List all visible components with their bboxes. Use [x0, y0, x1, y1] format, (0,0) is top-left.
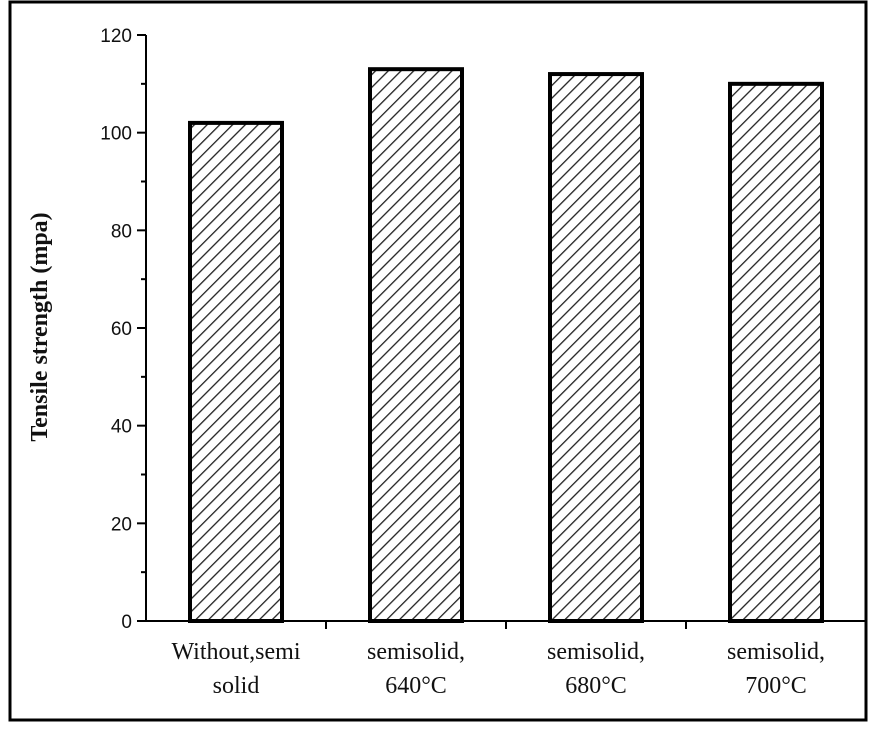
y-tick-label: 80 — [111, 221, 132, 242]
y-axis-title: Tensile strength (mpa) — [27, 212, 53, 441]
bar — [728, 81, 824, 624]
y-axis: 0 20 40 60 80 100 120 — [100, 26, 147, 633]
x-category-label: Without,semi solid — [171, 639, 300, 699]
y-tick-label: 0 — [121, 612, 132, 633]
x-category-label: semisolid, 640°C — [367, 639, 465, 699]
bar — [188, 120, 284, 624]
x-category-label: semisolid, 700°C — [727, 639, 825, 699]
bars-group — [188, 67, 824, 624]
y-tick-label: 20 — [111, 514, 132, 535]
y-tick-label: 100 — [100, 124, 132, 145]
plot-frame — [8, 0, 868, 722]
y-tick-label: 40 — [111, 417, 132, 438]
bar — [368, 67, 464, 623]
y-tick-label: 60 — [111, 319, 132, 340]
bar — [548, 72, 644, 624]
x-category-label: semisolid, 680°C — [547, 639, 645, 699]
y-tick-label: 120 — [100, 26, 132, 47]
x-axis: Without,semi solid semisolid, 640°C semisoli… — [146, 620, 866, 699]
